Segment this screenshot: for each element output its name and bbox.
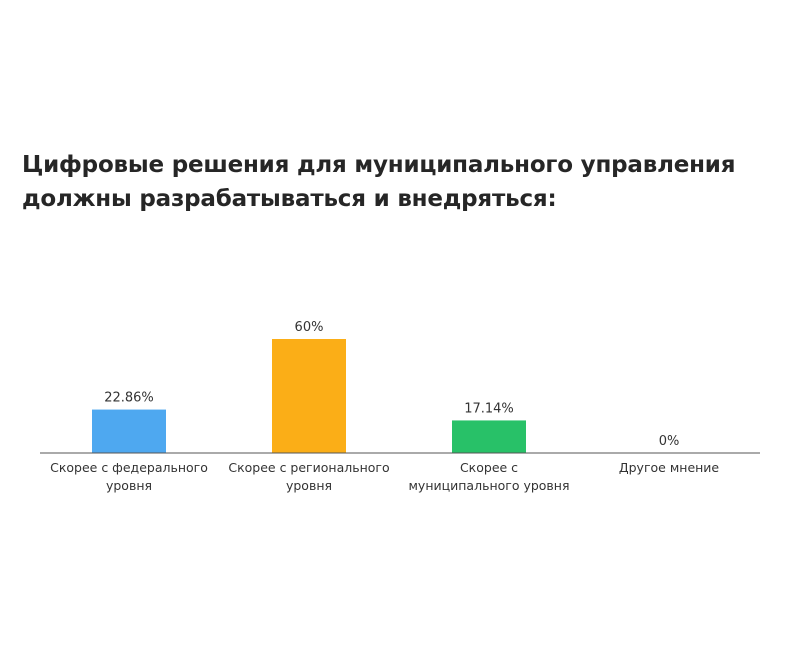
bar-1 — [92, 409, 166, 453]
bars-layer — [92, 339, 526, 453]
category-label-3: Скорее с муниципального уровня — [409, 460, 570, 493]
category-label-4: Другое мнение — [619, 460, 720, 475]
bar-3 — [452, 420, 526, 453]
value-label-1: 22.86% — [104, 391, 154, 406]
bar-2 — [272, 339, 346, 453]
value-label-4: 0% — [659, 434, 680, 449]
value-label-2: 60% — [295, 320, 324, 335]
value-label-3: 17.14% — [464, 401, 514, 416]
labels-layer: 22.86% Скорее с федерального уровня 60% Скор… — [50, 320, 719, 493]
chart-title: Цифровые решения для муниципального упра… — [22, 152, 736, 212]
category-label-2: Скорее с регионального уровня — [228, 460, 389, 493]
category-label-1: Скорее с федерального уровня — [50, 460, 208, 493]
